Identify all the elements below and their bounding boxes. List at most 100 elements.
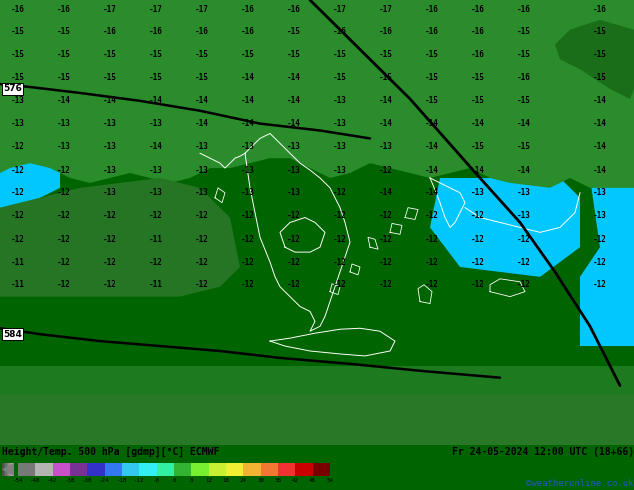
Text: -13: -13 <box>103 188 117 197</box>
Text: -11: -11 <box>11 258 25 267</box>
Text: -12: -12 <box>425 235 439 244</box>
Bar <box>157 463 174 476</box>
Text: -15: -15 <box>11 27 25 36</box>
Text: -16: -16 <box>425 5 439 14</box>
Text: -13: -13 <box>241 188 255 197</box>
Bar <box>278 463 295 476</box>
Text: -12: -12 <box>11 235 25 244</box>
Text: -14: -14 <box>241 97 255 105</box>
Text: -16: -16 <box>241 5 255 14</box>
Text: -13: -13 <box>195 188 209 197</box>
Bar <box>70 463 87 476</box>
Text: -24: -24 <box>100 478 110 483</box>
Text: 12: 12 <box>205 478 212 483</box>
Text: -12: -12 <box>195 235 209 244</box>
Text: -12: -12 <box>103 280 117 289</box>
Text: -15: -15 <box>517 27 531 36</box>
Text: -13: -13 <box>57 119 71 128</box>
Text: -15: -15 <box>517 97 531 105</box>
Text: -14: -14 <box>287 97 301 105</box>
Text: -17: -17 <box>103 5 117 14</box>
Bar <box>87 463 105 476</box>
Text: -14: -14 <box>379 119 393 128</box>
Text: 30: 30 <box>257 478 264 483</box>
Text: -12: -12 <box>149 258 163 267</box>
Text: -11: -11 <box>149 280 163 289</box>
Bar <box>5 463 6 476</box>
Text: -14: -14 <box>425 188 439 197</box>
Text: -15: -15 <box>379 73 393 82</box>
Text: -16: -16 <box>517 5 531 14</box>
Text: -16: -16 <box>241 27 255 36</box>
Text: -13: -13 <box>241 142 255 151</box>
Bar <box>261 463 278 476</box>
Text: -13: -13 <box>149 119 163 128</box>
Text: -12: -12 <box>517 280 531 289</box>
Text: -13: -13 <box>517 188 531 197</box>
Text: -8: -8 <box>153 478 160 483</box>
Text: -15: -15 <box>471 142 485 151</box>
Text: -15: -15 <box>57 73 71 82</box>
Text: -12: -12 <box>471 258 485 267</box>
Text: -16: -16 <box>195 27 209 36</box>
Text: -13: -13 <box>11 119 25 128</box>
Text: -12: -12 <box>195 258 209 267</box>
Text: -14: -14 <box>379 97 393 105</box>
Text: -14: -14 <box>379 188 393 197</box>
Text: -30: -30 <box>82 478 93 483</box>
Text: -15: -15 <box>333 50 347 59</box>
Text: -12: -12 <box>471 211 485 220</box>
Text: -15: -15 <box>287 50 301 59</box>
Text: -14: -14 <box>149 97 163 105</box>
Text: -13: -13 <box>471 188 485 197</box>
Text: -13: -13 <box>57 142 71 151</box>
Bar <box>36 463 53 476</box>
Text: -12: -12 <box>241 280 255 289</box>
Text: -12: -12 <box>195 211 209 220</box>
Text: -12: -12 <box>517 258 531 267</box>
Text: -15: -15 <box>11 50 25 59</box>
Text: 42: 42 <box>292 478 299 483</box>
Text: -12: -12 <box>379 258 393 267</box>
Polygon shape <box>580 0 634 346</box>
Text: -12: -12 <box>241 258 255 267</box>
Text: -14: -14 <box>425 142 439 151</box>
Text: -13: -13 <box>593 211 607 220</box>
Text: -16: -16 <box>471 50 485 59</box>
Bar <box>2 463 4 476</box>
Text: -15: -15 <box>149 50 163 59</box>
Bar <box>209 463 226 476</box>
Text: -13: -13 <box>287 188 301 197</box>
Text: -48: -48 <box>30 478 41 483</box>
Text: -12: -12 <box>287 211 301 220</box>
Text: -15: -15 <box>471 73 485 82</box>
Text: -14: -14 <box>471 166 485 174</box>
Text: -12: -12 <box>195 280 209 289</box>
Text: -13: -13 <box>333 119 347 128</box>
Bar <box>13 463 14 476</box>
Text: -13: -13 <box>149 188 163 197</box>
Text: -15: -15 <box>241 50 255 59</box>
Text: -15: -15 <box>103 73 117 82</box>
Text: -14: -14 <box>517 166 531 174</box>
Text: -12: -12 <box>11 188 25 197</box>
Text: -12: -12 <box>287 280 301 289</box>
Text: -16: -16 <box>593 5 607 14</box>
Polygon shape <box>430 178 580 277</box>
Text: -12: -12 <box>134 478 145 483</box>
Text: 18: 18 <box>223 478 230 483</box>
Text: -13: -13 <box>333 166 347 174</box>
Polygon shape <box>0 0 634 188</box>
Text: -15: -15 <box>425 73 439 82</box>
Text: -12: -12 <box>103 211 117 220</box>
Text: -12: -12 <box>333 235 347 244</box>
Bar <box>191 463 209 476</box>
Text: -13: -13 <box>517 211 531 220</box>
Text: -13: -13 <box>333 97 347 105</box>
Bar <box>295 463 313 476</box>
Text: -16: -16 <box>425 27 439 36</box>
Polygon shape <box>0 395 634 445</box>
Text: -11: -11 <box>149 235 163 244</box>
Text: 54: 54 <box>327 478 333 483</box>
Text: -14: -14 <box>57 97 71 105</box>
